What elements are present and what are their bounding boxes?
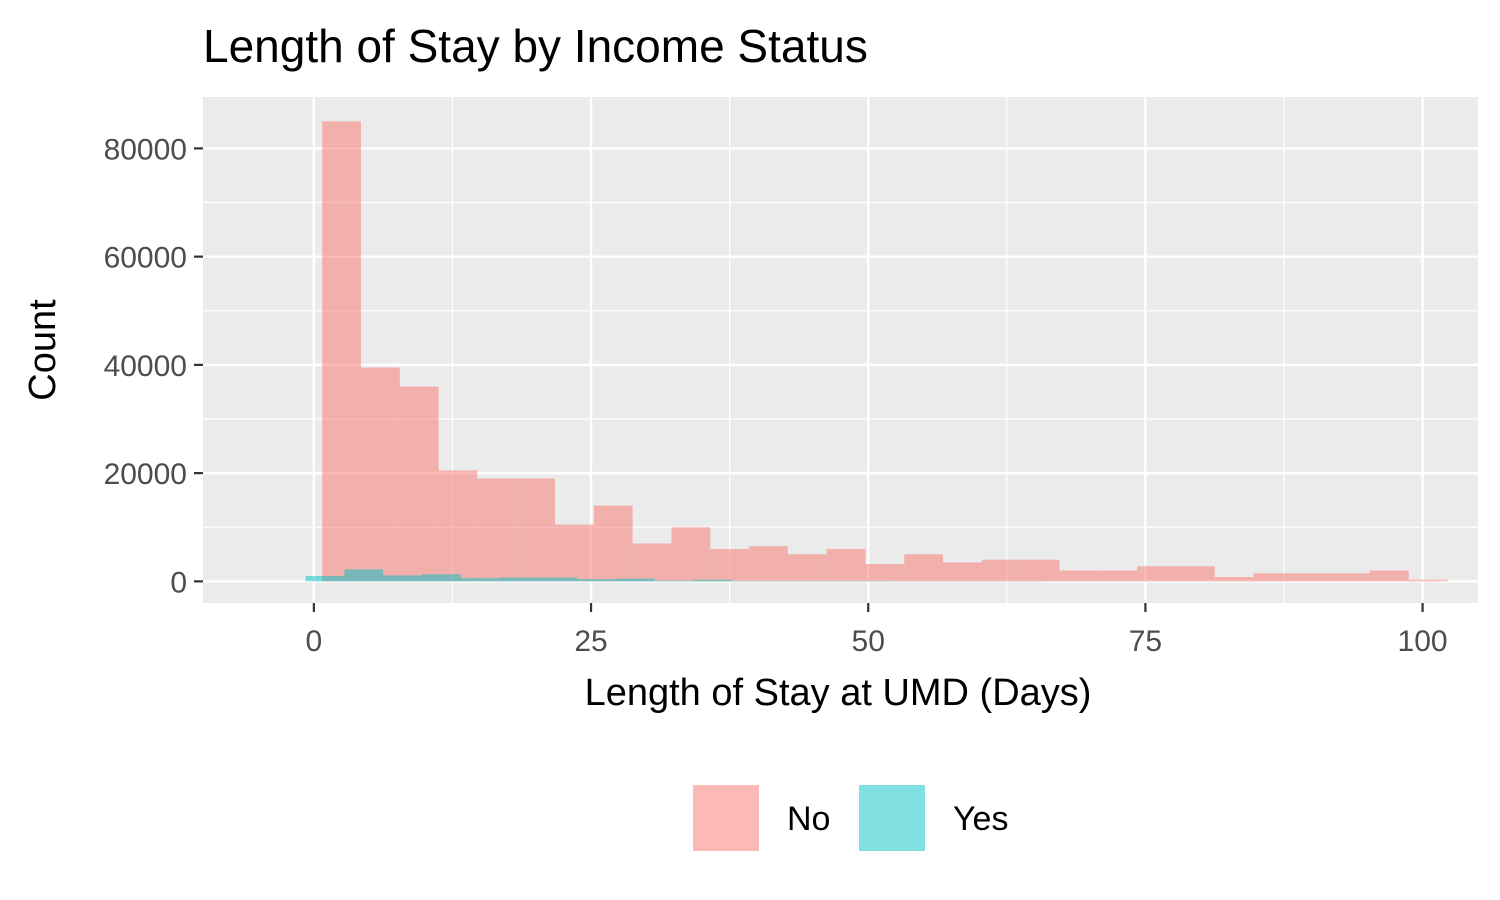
bar-no [1408, 579, 1448, 582]
bar-yes [577, 579, 616, 582]
bar-no [1137, 566, 1176, 582]
legend-label-no: No [787, 800, 830, 838]
bar-yes [538, 577, 578, 582]
bar-no [943, 562, 982, 582]
legend-key-no [693, 785, 759, 851]
y-tick-label: 80000 [104, 133, 187, 166]
x-tick-label: 50 [852, 625, 885, 658]
y-tick-label: 60000 [104, 242, 187, 275]
bar-no [787, 554, 827, 582]
y-axis-title: Count [22, 299, 64, 401]
bar-no [438, 470, 478, 582]
bar-yes [810, 580, 849, 582]
bar-no [1214, 577, 1254, 582]
bar-no [399, 386, 439, 582]
chart-title: Length of Stay by Income Status [203, 20, 868, 72]
bar-yes [383, 575, 422, 582]
bar-yes [460, 578, 500, 582]
bar-yes [421, 574, 461, 582]
bar-no [865, 564, 905, 582]
x-axis-title: Length of Stay at UMD (Days) [585, 672, 1092, 714]
bar-yes [615, 578, 655, 582]
minor-gridlines [203, 93, 1478, 603]
bar-no [904, 554, 944, 582]
bar-yes [344, 569, 384, 582]
bar-no [671, 527, 711, 582]
bar-no [1059, 570, 1099, 582]
x-tick-label: 25 [574, 625, 607, 658]
bar-no [1253, 573, 1293, 582]
bar-no [1175, 566, 1215, 582]
bars [305, 121, 1448, 582]
bar-no [710, 548, 750, 582]
legend-key-yes [859, 785, 925, 851]
bar-yes [732, 580, 772, 582]
bar-no [477, 478, 517, 582]
y-tick-label: 0 [170, 566, 187, 599]
legend: No Yes [693, 785, 1008, 851]
bar-yes [654, 580, 694, 582]
bar-no [360, 367, 400, 582]
bar-no [1098, 570, 1138, 582]
bar-no [593, 505, 633, 582]
bar-no [555, 524, 594, 582]
bar-no [632, 543, 672, 582]
bar-no [322, 121, 361, 582]
x-axis: 0 25 50 75 100 [306, 603, 1448, 658]
x-tick-label: 100 [1398, 625, 1448, 658]
bar-yes [771, 580, 811, 582]
x-tick-label: 0 [306, 625, 323, 658]
bar-yes [848, 580, 888, 582]
x-tick-label: 75 [1129, 625, 1162, 658]
bar-no [826, 548, 866, 582]
bar-no [1020, 559, 1060, 582]
bar-no [749, 546, 788, 582]
y-tick-label: 40000 [104, 350, 187, 383]
y-axis: 0 20000 40000 60000 80000 [104, 133, 203, 599]
bar-yes [693, 579, 733, 582]
bar-no [981, 559, 1021, 582]
bar-no [1292, 573, 1332, 582]
bar-yes [305, 575, 345, 582]
bar-yes [499, 577, 539, 582]
legend-label-yes: Yes [953, 800, 1008, 838]
bar-no [516, 478, 556, 582]
bar-no [1369, 570, 1409, 582]
bar-no [1331, 573, 1370, 582]
y-tick-label: 20000 [104, 458, 187, 491]
